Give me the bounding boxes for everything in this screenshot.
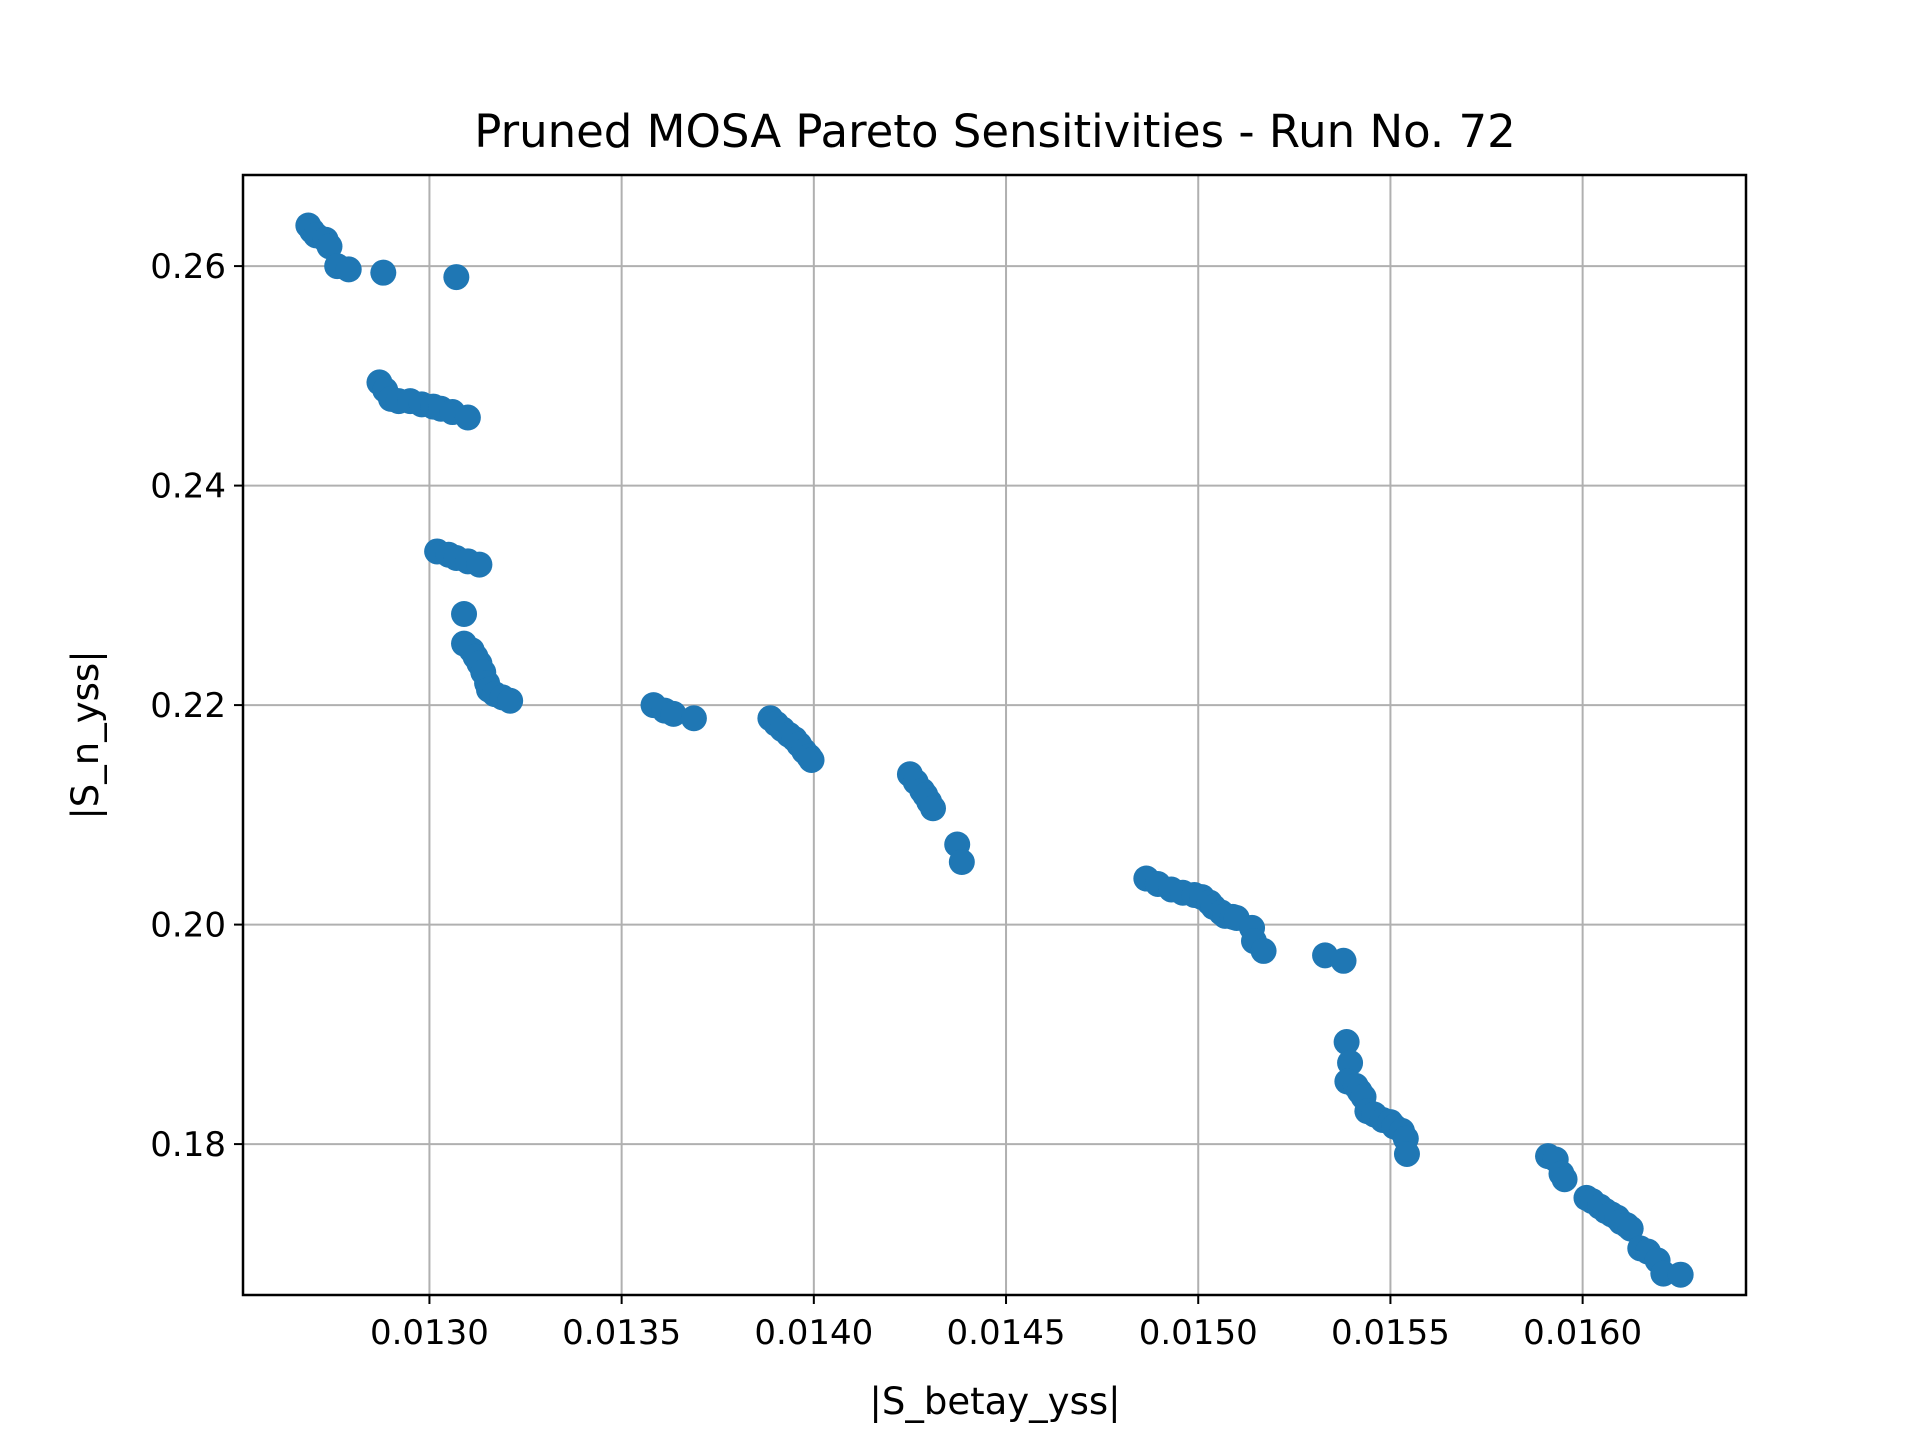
x-tick-label: 0.0145 bbox=[947, 1313, 1066, 1353]
x-axis-label: |S_betay_yss| bbox=[869, 1380, 1120, 1423]
y-tick-label: 0.20 bbox=[150, 906, 226, 946]
x-tick-label: 0.0130 bbox=[370, 1313, 489, 1353]
y-axis-label: |S_n_yss| bbox=[64, 650, 107, 819]
data-point bbox=[454, 404, 481, 431]
grid-lines bbox=[243, 175, 1746, 1295]
data-point bbox=[466, 551, 493, 578]
x-tick-label: 0.0160 bbox=[1523, 1313, 1642, 1353]
y-tick-label: 0.22 bbox=[150, 686, 226, 726]
data-point bbox=[443, 264, 470, 291]
data-point bbox=[1393, 1140, 1420, 1167]
x-tick-label: 0.0150 bbox=[1139, 1313, 1258, 1353]
y-tick-label: 0.26 bbox=[150, 247, 226, 287]
x-tick-label: 0.0140 bbox=[754, 1313, 873, 1353]
data-point bbox=[1250, 937, 1277, 964]
y-tick-label: 0.24 bbox=[150, 467, 226, 507]
data-point bbox=[451, 601, 478, 628]
x-tick-label: 0.0135 bbox=[562, 1313, 681, 1353]
data-point bbox=[497, 687, 524, 714]
x-tick-label: 0.0155 bbox=[1331, 1313, 1450, 1353]
data-point bbox=[1333, 1029, 1360, 1056]
data-point bbox=[919, 795, 946, 822]
data-point bbox=[1667, 1261, 1694, 1288]
data-point bbox=[1617, 1215, 1644, 1242]
data-point bbox=[1551, 1166, 1578, 1193]
y-tick-label: 0.18 bbox=[150, 1125, 226, 1165]
data-point bbox=[680, 705, 707, 732]
data-point bbox=[335, 256, 362, 283]
chart-title: Pruned MOSA Pareto Sensitivities - Run N… bbox=[474, 105, 1516, 158]
data-point bbox=[798, 746, 825, 773]
y-axis-ticks: 0.18 0.20 0.22 0.24 0.26 bbox=[150, 247, 243, 1165]
plot-frame bbox=[241, 173, 1748, 1297]
data-point bbox=[370, 259, 397, 286]
x-axis-ticks: 0.0130 0.0135 0.0140 0.0145 0.0150 0.0155 0.01… bbox=[370, 1295, 1642, 1353]
data-points bbox=[295, 212, 1694, 1288]
data-point bbox=[660, 700, 687, 727]
data-point bbox=[316, 233, 343, 260]
data-point bbox=[948, 849, 975, 876]
data-point bbox=[1330, 947, 1357, 974]
